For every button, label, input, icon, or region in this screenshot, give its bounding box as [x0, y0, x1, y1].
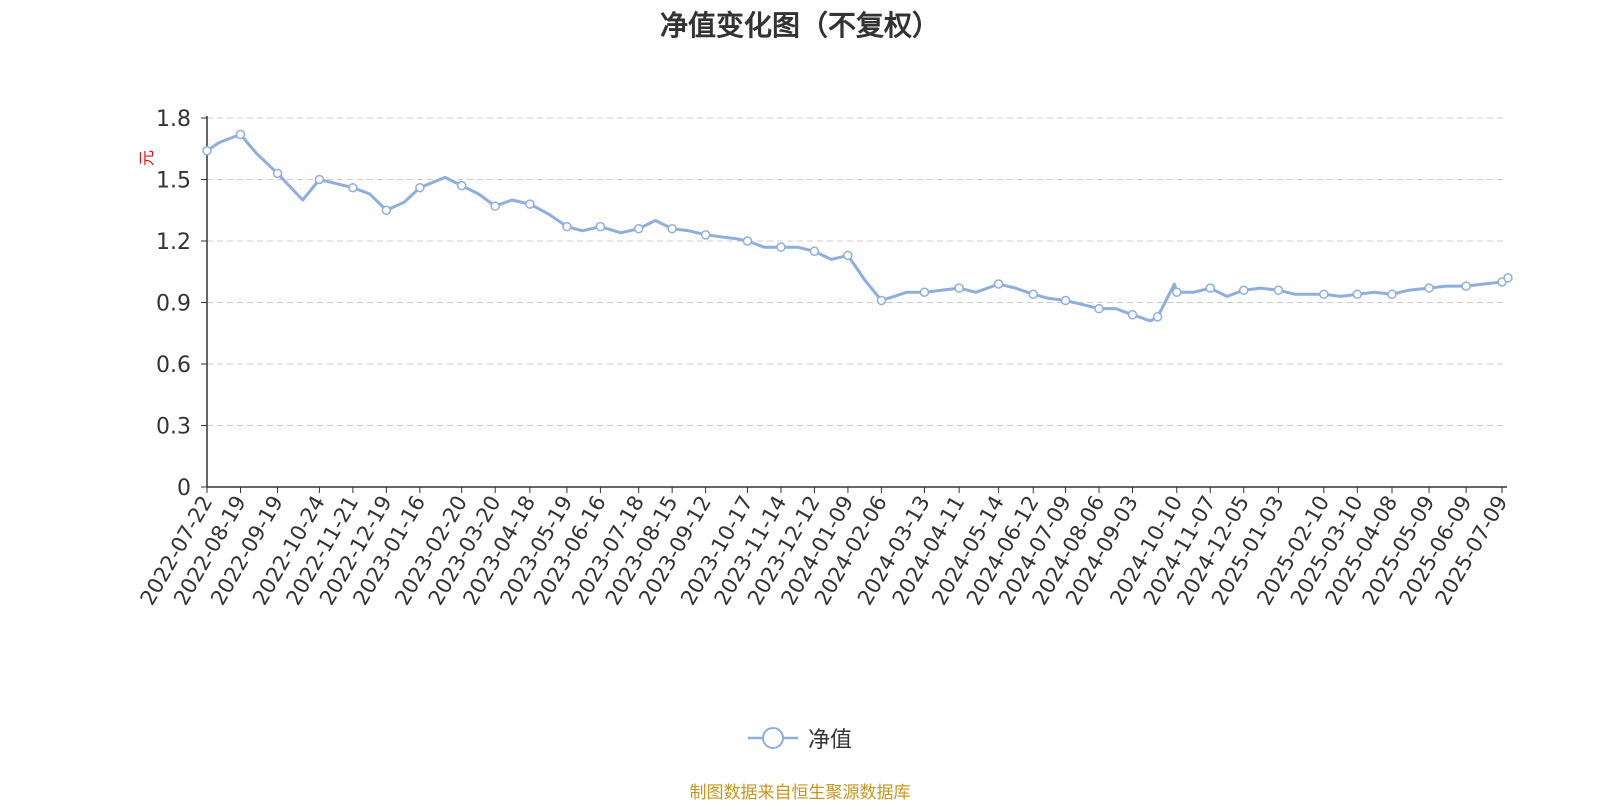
data-point[interactable]: [235, 129, 246, 140]
data-point[interactable]: [742, 236, 753, 246]
data-point[interactable]: [876, 295, 887, 306]
grid-layer: [207, 117, 1507, 426]
series-layer: [202, 129, 1513, 323]
axis-layer: 00.30.60.91.21.51.82022-07-222022-08-192…: [136, 107, 1513, 609]
legend-label: 净值: [807, 728, 852, 753]
series-line: [206, 132, 1509, 323]
data-point[interactable]: [272, 168, 283, 179]
data-point[interactable]: [1461, 281, 1471, 291]
data-point[interactable]: [490, 201, 500, 211]
data-point[interactable]: [633, 223, 644, 234]
legend-line-circle-icon: [747, 727, 798, 749]
y-tick-label: 0: [177, 476, 191, 501]
data-point[interactable]: [1028, 289, 1039, 300]
y-tick-label: 0.6: [156, 353, 191, 378]
data-point[interactable]: [202, 146, 212, 156]
y-axis-label: 元: [137, 150, 156, 166]
data-point[interactable]: [700, 230, 711, 240]
data-point[interactable]: [1424, 283, 1434, 293]
data-point[interactable]: [456, 180, 467, 191]
data-point[interactable]: [919, 287, 930, 297]
y-tick-label: 0.3: [156, 415, 191, 440]
legend[interactable]: 净值: [0, 722, 1600, 755]
data-point[interactable]: [1094, 303, 1104, 314]
data-point[interactable]: [667, 223, 677, 234]
data-point[interactable]: [595, 221, 606, 232]
data-point[interactable]: [1060, 295, 1071, 306]
data-source-note: 制图数据来自恒生聚源数据库: [689, 783, 911, 803]
data-point[interactable]: [562, 221, 572, 232]
chart-title: 净值变化图（不复权）: [659, 9, 940, 42]
data-point[interactable]: [381, 205, 392, 215]
data-point[interactable]: [1352, 289, 1363, 300]
data-point[interactable]: [776, 242, 786, 252]
data-point[interactable]: [843, 250, 853, 261]
data-point[interactable]: [348, 182, 358, 193]
data-point[interactable]: [1172, 287, 1182, 297]
data-point[interactable]: [1273, 285, 1284, 295]
y-tick-label: 0.9: [156, 292, 191, 317]
data-point[interactable]: [809, 246, 820, 256]
data-point[interactable]: [1238, 285, 1249, 295]
data-point[interactable]: [1205, 283, 1215, 293]
data-point[interactable]: [993, 279, 1004, 289]
data-point[interactable]: [1387, 289, 1397, 300]
data-point[interactable]: [1127, 310, 1138, 320]
y-tick-label: 1.2: [156, 230, 191, 255]
legend-item-nav[interactable]: 净值: [747, 722, 852, 754]
data-point[interactable]: [1503, 273, 1513, 283]
data-point[interactable]: [314, 174, 325, 185]
y-tick-label: 1.5: [156, 169, 191, 194]
data-point[interactable]: [1152, 312, 1163, 322]
data-point[interactable]: [525, 199, 535, 209]
data-point[interactable]: [415, 182, 425, 193]
data-point[interactable]: [1319, 289, 1329, 300]
y-tick-label: 1.8: [156, 107, 191, 132]
data-point[interactable]: [954, 283, 964, 293]
